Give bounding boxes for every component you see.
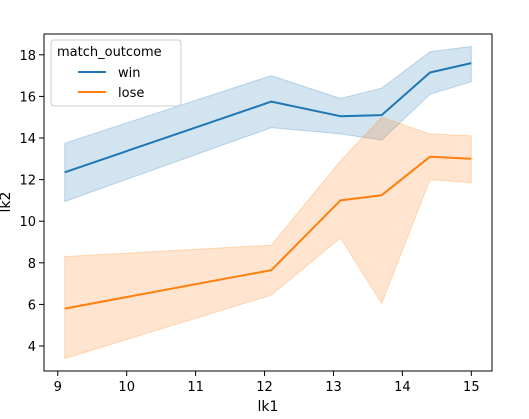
x-tick-label: 11 (187, 380, 204, 395)
ci-band-lose (64, 116, 472, 360)
confidence-bands (64, 45, 472, 360)
plot-frame (43, 33, 493, 372)
legend: match_outcome win lose (50, 39, 182, 107)
x-tick-label: 12 (256, 380, 273, 395)
legend-label-lose: lose (118, 86, 144, 101)
y-tick-label: 6 (28, 298, 36, 313)
y-tick-label: 10 (19, 215, 36, 230)
legend-title: match_outcome (57, 45, 162, 60)
y-tick-label: 12 (19, 174, 36, 189)
x-tick-label: 14 (394, 380, 411, 395)
series-line-lose (64, 155, 472, 310)
y-tick-label: 8 (28, 257, 36, 272)
x-tick-label: 9 (54, 380, 62, 395)
series-lines (64, 62, 472, 310)
x-tick-label: 15 (463, 380, 480, 395)
x-axis: 9 10 11 12 13 14 15 (54, 371, 480, 395)
x-axis-label: lk1 (258, 399, 279, 415)
ci-band-win (64, 45, 472, 203)
series-line-win (64, 62, 472, 174)
legend-box (50, 39, 182, 107)
y-axis: 4 6 8 10 12 14 16 18 (19, 49, 44, 355)
y-tick-label: 4 (28, 340, 36, 355)
y-tick-label: 14 (19, 132, 36, 147)
y-tick-label: 18 (19, 49, 36, 64)
legend-label-win: win (118, 66, 140, 81)
x-tick-label: 10 (118, 380, 135, 395)
y-axis-label: lk2 (0, 192, 14, 213)
y-tick-label: 16 (19, 90, 36, 105)
x-tick-label: 13 (325, 380, 342, 395)
